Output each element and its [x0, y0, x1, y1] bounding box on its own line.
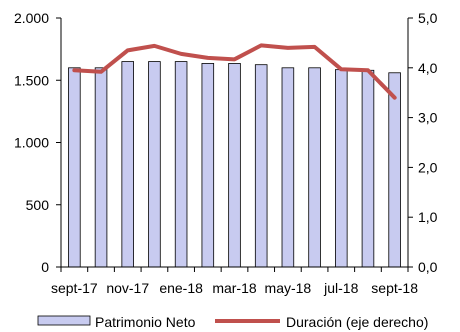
y-right-tick-label: 4,0: [418, 60, 438, 76]
legend-label-patrimonio-neto: Patrimonio Neto: [95, 314, 196, 330]
bar-mar-18: [229, 63, 241, 267]
y-right-tick-label: 0,0: [418, 259, 438, 275]
bar-abr-18: [255, 65, 267, 267]
bar-ene-18: [175, 62, 187, 267]
x-tick-label: mar-18: [212, 280, 257, 296]
legend-label-duracion: Duración (eje derecho): [286, 314, 428, 330]
y-right-tick-label: 5,0: [418, 10, 438, 26]
y-left-tick-label: 1.000: [14, 135, 49, 151]
y-left-tick-label: 500: [26, 197, 50, 213]
bar-sept-17: [68, 68, 80, 267]
legend-swatch-patrimonio-neto: [38, 316, 90, 325]
x-tick-label: sept-17: [51, 280, 98, 296]
bar-feb-18: [202, 63, 214, 267]
bar-oct-17: [95, 68, 107, 267]
y-right-tick-label: 3,0: [418, 110, 438, 126]
y-right-tick-label: 2,0: [418, 159, 438, 175]
bar-jul-18: [335, 70, 347, 267]
x-tick-label: nov-17: [106, 280, 149, 296]
y-left-tick-label: 1.500: [14, 72, 49, 88]
y-left-tick-label: 0: [41, 259, 49, 275]
bar-dic-17: [149, 62, 161, 267]
bar-ago-18: [362, 70, 374, 267]
y-left-tick-label: 2.000: [14, 10, 49, 26]
x-tick-label: ene-18: [159, 280, 203, 296]
plot-area: 0 500 1.000 1.500 2.000 0,0 1,0 2,0 3,0 4,0 5,0 sep…: [14, 10, 438, 296]
x-tick-label: may-18: [265, 280, 312, 296]
bar-may-18: [282, 68, 294, 267]
bar-jun-18: [309, 68, 321, 267]
bar-sept-18: [389, 73, 401, 267]
x-tick-label: jul-18: [323, 280, 358, 296]
bar-nov-17: [122, 62, 134, 267]
y-right-tick-label: 1,0: [418, 209, 438, 225]
x-tick-label: sept-18: [371, 280, 418, 296]
legend: Patrimonio Neto Duración (eje derecho): [38, 314, 428, 330]
